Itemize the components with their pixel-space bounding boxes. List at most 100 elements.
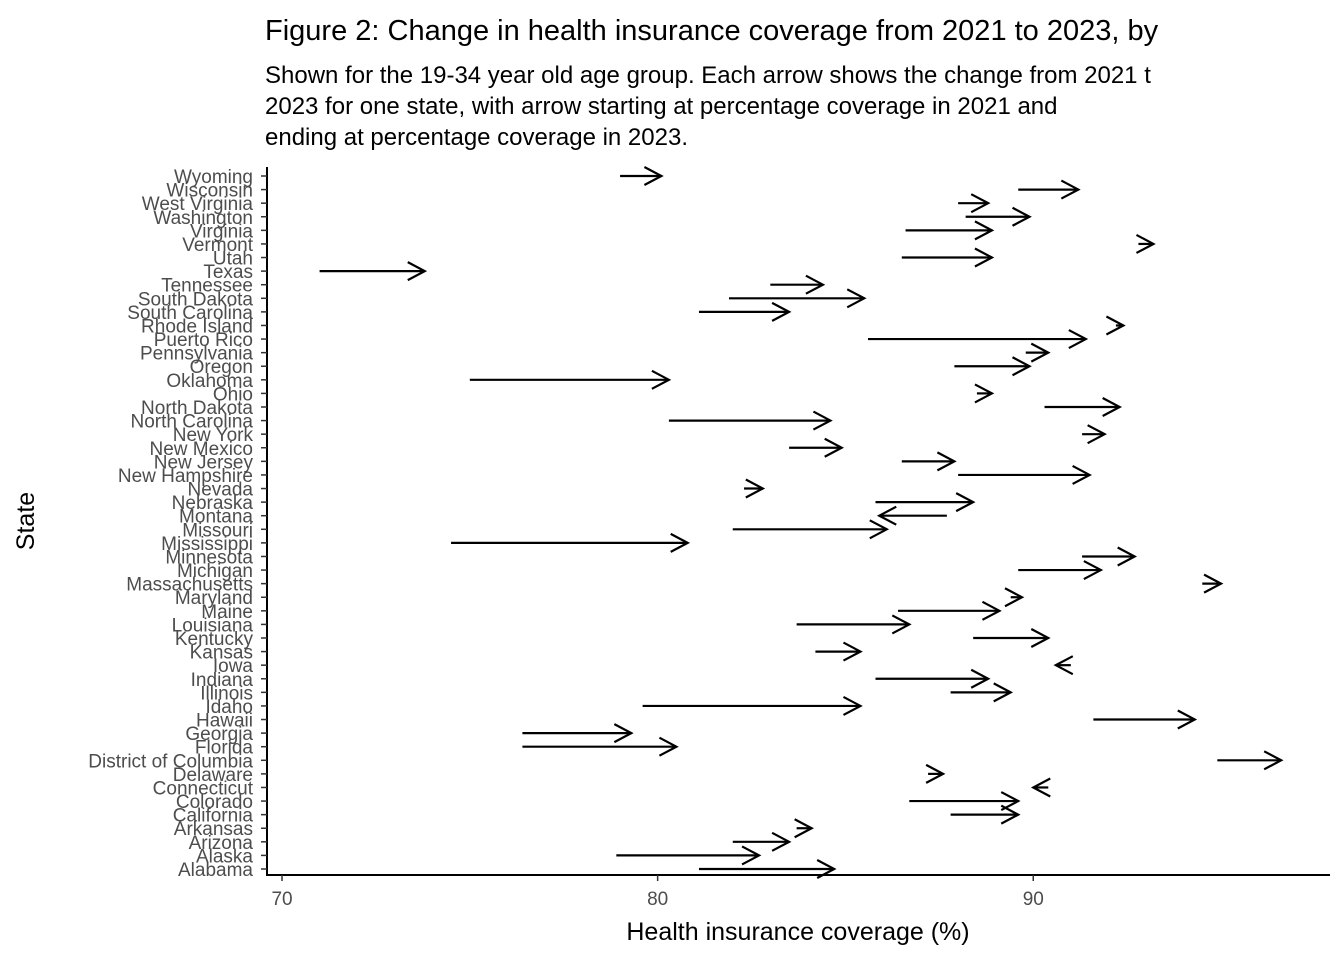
state-label: Oklahoma <box>166 371 253 392</box>
state-label: Connecticut <box>153 778 254 799</box>
arrow-mark <box>1044 397 1123 417</box>
arrow-mark <box>905 220 995 241</box>
arrow-head <box>1102 397 1123 417</box>
state-label: Pennsylvania <box>140 344 253 365</box>
arrow-head <box>651 369 672 390</box>
arrow-mark <box>1135 233 1156 254</box>
state-label: Ohio <box>213 384 253 405</box>
arrow-mark <box>901 247 995 268</box>
arrow-head <box>1011 206 1032 227</box>
arrow-head <box>1030 777 1051 798</box>
state-label: Oregon <box>190 357 253 378</box>
state-label: Utah <box>213 249 253 270</box>
state-label: New Mexico <box>150 439 253 460</box>
arrow-mark <box>901 451 957 472</box>
arrow-mark <box>909 791 1021 812</box>
state-label: New Hampshire <box>118 466 253 487</box>
state-label: District of Columbia <box>88 751 253 772</box>
arrow-mark <box>732 831 792 852</box>
arrow-head <box>876 505 897 526</box>
chart-title: Figure 2: Change in health insurance cov… <box>265 15 1159 47</box>
state-label: Nebraska <box>172 493 254 514</box>
arrow-head <box>1203 573 1224 594</box>
arrow-head <box>771 831 792 852</box>
arrow-head <box>407 261 428 282</box>
state-label: Maine <box>201 602 253 623</box>
arrow-head <box>891 614 912 635</box>
arrow-head <box>613 723 634 744</box>
arrow-mark <box>744 478 766 499</box>
arrow-head <box>1060 179 1081 200</box>
state-label: Hawaii <box>196 711 253 732</box>
arrow-head <box>670 532 691 553</box>
arrow-head <box>981 600 1002 621</box>
state-label: Louisiana <box>172 615 254 636</box>
state-label: Colorado <box>176 792 253 813</box>
arrow-head <box>970 668 991 689</box>
state-label: Michigan <box>177 561 253 582</box>
state-label: Alaska <box>196 846 253 867</box>
arrow-head <box>1263 750 1284 771</box>
arrow-head <box>869 519 890 540</box>
arrow-mark <box>815 641 863 662</box>
arrow-mark <box>1082 424 1107 445</box>
state-label: Missouri <box>182 520 253 541</box>
state-label: Mississippi <box>161 534 253 555</box>
arrow-mark <box>522 736 679 757</box>
arrow-head <box>794 818 814 839</box>
arrow-mark <box>469 369 672 390</box>
arrow-head <box>925 763 946 784</box>
state-label: North Carolina <box>131 412 254 433</box>
arrow-mark <box>620 166 664 186</box>
x-tick-label: 70 <box>271 889 292 910</box>
y-axis-title: State <box>12 492 40 550</box>
arrow-mark <box>668 410 833 431</box>
state-label: Washington <box>153 208 253 229</box>
state-label: Virginia <box>190 221 253 242</box>
arrow-mark <box>950 804 1021 825</box>
arrow-mark <box>1217 750 1284 771</box>
x-tick-label: 80 <box>647 889 668 910</box>
arrow-mark <box>642 695 863 716</box>
state-label: North Dakota <box>141 398 253 419</box>
state-label: Arizona <box>189 833 254 854</box>
state-label: Florida <box>195 738 254 759</box>
state-label: South Carolina <box>127 303 253 324</box>
chart-subtitle-line-3: ending at percentage coverage in 2023. <box>265 124 688 151</box>
state-label: South Dakota <box>138 289 254 310</box>
state-label: Alabama <box>178 860 253 881</box>
arrow-mark <box>875 668 991 689</box>
state-label: Wisconsin <box>166 181 253 202</box>
arrow-head <box>771 301 792 322</box>
arrow-mark <box>794 818 814 839</box>
arrow-head <box>936 451 957 472</box>
arrow-head <box>974 220 995 241</box>
arrow-mark <box>958 464 1092 485</box>
state-label: New Jersey <box>154 452 254 473</box>
state-label: Puerto Rico <box>154 330 253 351</box>
arrow-mark <box>958 193 991 214</box>
arrow-head <box>1000 791 1021 812</box>
arrow-head <box>1004 587 1025 608</box>
arrow-head <box>1105 315 1126 336</box>
state-label: West Virginia <box>142 194 254 215</box>
x-axis-title: Health insurance coverage (%) <box>626 918 969 946</box>
state-label: Georgia <box>185 724 253 745</box>
arrow-mark <box>973 628 1051 648</box>
arrow-mark <box>1025 342 1051 363</box>
arrow-mark <box>522 723 634 744</box>
arrow-mark <box>876 505 947 526</box>
arrow-head <box>658 736 679 757</box>
arrow-head <box>1177 709 1198 730</box>
arrow-mark <box>1018 179 1081 200</box>
state-label: Idaho <box>205 697 253 718</box>
arrow-mark <box>732 519 890 540</box>
arrow-mark <box>1053 655 1074 676</box>
arrow-head <box>824 437 845 458</box>
arrow-head <box>643 166 664 186</box>
state-label: Rhode Island <box>141 316 253 337</box>
state-label: Iowa <box>213 656 254 677</box>
state-label: Massachusetts <box>126 575 253 596</box>
x-tick-label: 90 <box>1023 889 1044 910</box>
state-label: Illinois <box>200 683 253 704</box>
